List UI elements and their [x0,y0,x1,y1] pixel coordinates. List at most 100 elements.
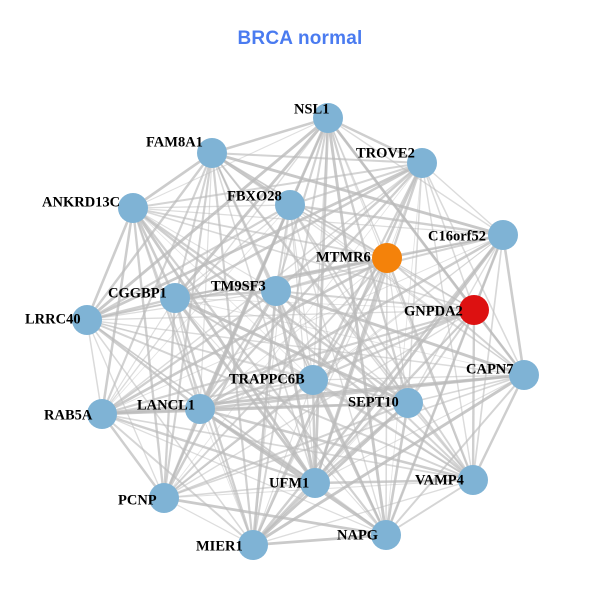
network-edge [163,482,316,499]
network-edge [385,257,475,481]
network-edge [132,117,329,209]
network-edge [101,413,387,536]
network-edge [101,413,165,499]
node-label-tm9sf3: TM9SF3 [211,278,266,294]
node-label-sept10: SEPT10 [348,394,399,410]
network-edge [407,402,474,481]
network-node-gnpda2[interactable] [459,295,489,325]
network-edge [101,290,277,415]
node-label-fbxo28: FBXO28 [227,188,282,204]
network-node-napg[interactable] [371,520,401,550]
network-edge [311,379,317,484]
node-label-trappc6b: TRAPPC6B [229,371,305,387]
network-edge [163,402,409,499]
network-edge [312,374,525,381]
network-node-ufm1[interactable] [300,468,330,498]
network-edge [101,412,316,485]
network-edge [132,207,388,259]
network-edge [311,257,389,381]
network-node-fam8a1[interactable] [197,138,227,168]
network-edge [174,297,525,376]
network-node-pcnp[interactable] [149,483,179,513]
network-edge [86,319,525,376]
network-edge [132,207,475,311]
network-edge [199,408,254,546]
network-node-cggbp1[interactable] [160,283,190,313]
node-label-lrrc40: LRRC40 [25,311,81,327]
network-edge [86,309,475,321]
network-edge [289,203,504,237]
network-edge [472,234,504,481]
network-node-trappc6b[interactable] [298,365,328,395]
network-node-lrrc40[interactable] [72,305,102,335]
network-edge [101,308,475,416]
network-edge [199,407,474,482]
network-edge [275,257,388,292]
network-edge [101,152,213,415]
network-edge [199,379,314,410]
network-edge [199,407,387,537]
network-edge [101,407,201,416]
network-edge [421,162,504,236]
node-label-trove2: TROVE2 [356,145,415,161]
network-edge [385,162,423,536]
network-edge [101,256,388,416]
network-edge [86,152,213,321]
network-edge [199,290,277,410]
network-edge [313,257,389,484]
edge-layer [85,116,526,547]
network-edge [86,319,201,410]
network-edge [162,152,214,499]
network-edge [86,319,165,499]
network-edge [174,296,409,405]
network-edge [163,497,254,546]
node-label-vamp4: VAMP4 [415,472,464,488]
node-layer[interactable] [72,103,539,560]
network-edge [327,116,423,165]
node-label-nsl1: NSL1 [294,101,329,117]
network-node-ankrd13c[interactable] [118,193,148,223]
node-label-pcnp: PCNP [118,492,157,508]
node-label-fam8a1: FAM8A1 [146,134,203,150]
node-label-c16orf52: C16orf52 [428,228,486,244]
network-node-lancl1[interactable] [185,394,215,424]
network-edge [252,257,388,546]
network-edge [385,374,525,536]
network-edge [471,309,476,481]
network-node-rab5a[interactable] [87,399,117,429]
network-node-tm9sf3[interactable] [261,276,291,306]
network-edge [384,402,410,536]
node-label-ufm1: UFM1 [269,475,309,491]
network-node-capn7[interactable] [509,360,539,390]
network-edge [132,207,387,536]
page-title: BRCA normal [237,28,363,49]
network-edge [289,162,423,206]
network-node-mier1[interactable] [238,530,268,560]
network-edge [252,373,525,547]
network-edge [163,496,387,537]
network-edge [163,408,201,499]
network-node-c16orf52[interactable] [488,220,518,250]
network-node-trove2[interactable] [407,148,437,178]
network-edge [211,152,316,484]
network-edge [385,309,475,536]
network-edge [421,162,525,376]
network-edge [132,204,291,209]
network-edge [199,257,388,410]
network-edge [199,233,504,411]
network-edge [210,152,255,546]
network-edge [252,533,387,547]
network-edge [174,204,291,299]
network-edge [174,297,475,311]
network-node-sept10[interactable] [393,388,423,418]
network-edge [101,413,474,481]
network-edge [501,234,526,376]
network-node-vamp4[interactable] [458,465,488,495]
network-node-fbxo28[interactable] [275,190,305,220]
network-node-nsl1[interactable] [313,103,343,133]
network-edge [327,117,388,259]
network-node-mtmr6[interactable] [372,243,402,273]
network-edge [289,204,409,404]
